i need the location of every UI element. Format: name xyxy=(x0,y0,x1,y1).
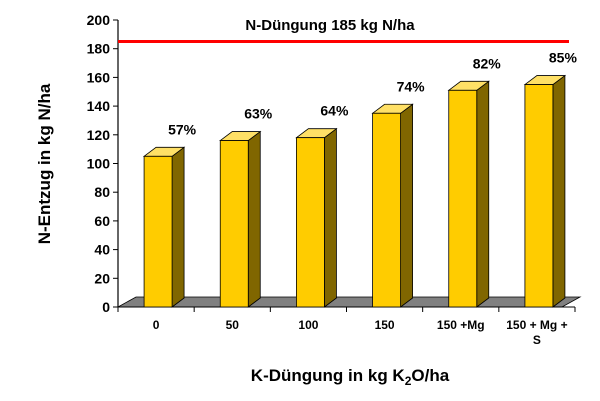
x-axis-label-main: K-Düngung in kg K xyxy=(251,366,406,385)
y-tick-label: 40 xyxy=(94,242,110,258)
bar-side xyxy=(247,130,261,308)
bar xyxy=(295,127,338,308)
y-tick-label: 20 xyxy=(94,270,110,286)
bar-side xyxy=(324,127,337,308)
data-label: 82% xyxy=(473,55,502,71)
x-tick-label: 150 + Mg + S xyxy=(506,318,567,347)
y-tick-label: 60 xyxy=(94,213,110,229)
y-axis-label: N-Entzug in kg N/ha xyxy=(35,83,54,244)
data-labels: 57% 63% 64% 74% 82% 85% xyxy=(168,50,577,138)
y-tick-label: 160 xyxy=(87,69,111,85)
bar-front xyxy=(296,137,325,308)
x-axis-label: K-Düngung in kg K2O/ha xyxy=(251,366,450,388)
x-ticks: 0 50 100 150 150 +Mg 150 + Mg + S xyxy=(117,307,576,347)
data-label: 64% xyxy=(320,103,349,119)
bar-front xyxy=(448,89,478,308)
bar xyxy=(142,146,186,308)
y-tick-label: 200 xyxy=(87,12,111,28)
chart-floor xyxy=(116,296,582,308)
bar-front xyxy=(143,155,173,308)
y-tick-label: 0 xyxy=(102,299,110,315)
bar xyxy=(523,74,567,308)
y-tick-label: 140 xyxy=(87,98,111,114)
x-tick-label: 100 xyxy=(298,318,318,332)
y-tick-label: 180 xyxy=(87,41,111,57)
y-tick-label: 80 xyxy=(94,184,110,200)
bar-front xyxy=(524,84,554,308)
reference-line-label: N-Düngung 185 kg N/ha xyxy=(245,17,415,34)
x-axis-label-tail: O/ha xyxy=(411,366,449,385)
bar xyxy=(371,103,414,308)
x-tick-label: 150 +Mg xyxy=(437,318,485,332)
data-label: 85% xyxy=(549,50,578,66)
bar-side xyxy=(400,103,413,308)
y-ticks: 0 20 40 60 80 100 120 140 160 180 200 xyxy=(87,12,118,315)
x-tick-label: 50 xyxy=(226,318,240,332)
bar-side xyxy=(171,146,185,308)
bar-front xyxy=(372,112,401,308)
data-label: 74% xyxy=(397,78,426,94)
y-tick-label: 100 xyxy=(87,156,111,172)
x-tick-label: 0 xyxy=(153,318,160,332)
x-tick-label: 150 xyxy=(375,318,395,332)
data-label: 57% xyxy=(168,121,197,137)
bar xyxy=(219,130,262,308)
bars xyxy=(142,74,567,308)
bar-front xyxy=(219,140,249,308)
data-label: 63% xyxy=(244,106,273,122)
bar xyxy=(447,80,490,308)
bar-side xyxy=(552,74,566,308)
x-axis-label-subscript: 2 xyxy=(405,374,412,388)
y-tick-label: 120 xyxy=(87,127,111,143)
bar-side xyxy=(476,80,490,308)
